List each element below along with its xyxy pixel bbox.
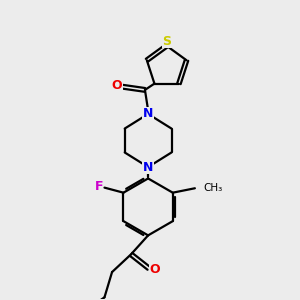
Text: CH₃: CH₃ bbox=[203, 183, 222, 193]
Text: N: N bbox=[143, 160, 153, 174]
Text: N: N bbox=[143, 107, 153, 121]
Text: O: O bbox=[112, 79, 122, 92]
Text: F: F bbox=[94, 181, 103, 194]
Text: O: O bbox=[150, 263, 160, 276]
Text: S: S bbox=[162, 35, 171, 48]
